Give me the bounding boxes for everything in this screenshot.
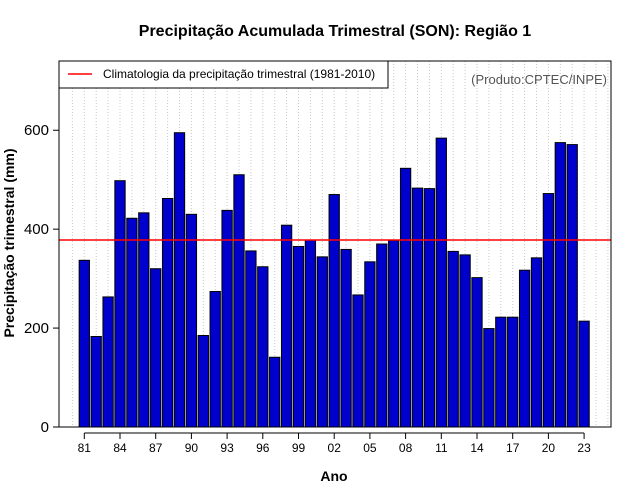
- x-tick-label: 87: [149, 441, 163, 455]
- bar-1993: [221, 209, 233, 428]
- y-tick-label: 400: [24, 221, 49, 238]
- bar-2022: [566, 144, 578, 428]
- y-axis: 0 200 400 600: [24, 122, 60, 436]
- x-tick-label: 96: [256, 441, 270, 455]
- bar-1996: [257, 266, 269, 428]
- bar-2003: [340, 248, 352, 428]
- bar-1987: [150, 268, 162, 428]
- bar-2000: [304, 239, 317, 428]
- bar-2001: [316, 256, 328, 428]
- bar-1994: [233, 174, 245, 428]
- bar-2008: [399, 167, 412, 428]
- bar-2011: [435, 137, 447, 428]
- y-tick-label: 0: [41, 419, 49, 436]
- chart-title: Precipitação Acumulada Trimestral (SON):…: [139, 23, 532, 40]
- bar-2007: [388, 240, 400, 428]
- bar-2012: [447, 250, 459, 428]
- bar-2013: [459, 254, 471, 428]
- bar-2002: [328, 194, 340, 428]
- bar-1981: [78, 259, 90, 428]
- bar-2020: [542, 193, 555, 428]
- bar-1992: [209, 290, 221, 428]
- x-tick-label: 08: [399, 441, 413, 455]
- bar-2021: [554, 142, 566, 428]
- x-tick-label: 81: [78, 441, 92, 455]
- y-tick-label: 600: [24, 122, 49, 139]
- bar-2006: [376, 243, 388, 428]
- bar-1984: [114, 180, 126, 428]
- bar-2015: [483, 328, 495, 428]
- bar-1986: [138, 212, 150, 428]
- x-tick-label: 90: [185, 441, 199, 455]
- bar-1983: [102, 296, 114, 428]
- bar-1982: [90, 335, 102, 428]
- bar-1999: [292, 245, 305, 428]
- x-axis: 81 84 87 90 93 96 99 02 05 08 11 14 17 20 23: [78, 432, 591, 455]
- y-tick-label: 200: [24, 320, 49, 337]
- x-tick-label: 02: [328, 441, 342, 455]
- x-tick-label: 99: [292, 441, 306, 455]
- legend: Climatologia da precipitação trimestral …: [58, 60, 389, 89]
- x-tick-label: 20: [542, 441, 556, 455]
- legend-box: [58, 60, 389, 89]
- legend-label: Climatologia da precipitação trimestral …: [103, 67, 375, 81]
- bar-1991: [197, 335, 209, 428]
- bar-1998: [280, 224, 293, 428]
- x-tick-label: 11: [435, 441, 448, 455]
- bar-1997: [269, 356, 281, 428]
- bar-1990: [185, 213, 198, 428]
- x-tick-label: 17: [506, 441, 520, 455]
- bar-2019: [530, 257, 543, 428]
- x-axis-label: Ano: [320, 468, 347, 484]
- x-tick-label: 14: [470, 441, 484, 455]
- x-tick-label: 84: [113, 441, 127, 455]
- bar-2017: [507, 316, 519, 428]
- x-tick-label: 93: [220, 441, 234, 455]
- bar-2004: [352, 294, 364, 428]
- x-tick-label: 23: [577, 441, 591, 455]
- source-annotation: (Produto:CPTEC/INPE): [471, 72, 607, 87]
- bars: [78, 132, 590, 428]
- bar-1995: [245, 250, 257, 428]
- bar-1989: [173, 132, 186, 428]
- bar-2018: [518, 269, 531, 428]
- bar-2016: [495, 316, 507, 428]
- bar-2005: [364, 261, 376, 428]
- bar-2009: [411, 187, 424, 428]
- bar-2014: [471, 277, 483, 428]
- x-tick-label: 05: [363, 441, 377, 455]
- y-axis-label: Precipitação trimestral (mm): [1, 148, 17, 337]
- bar-1985: [126, 217, 138, 428]
- bar-1988: [161, 197, 174, 428]
- bar-2023: [578, 320, 590, 428]
- bar-2010: [423, 188, 436, 428]
